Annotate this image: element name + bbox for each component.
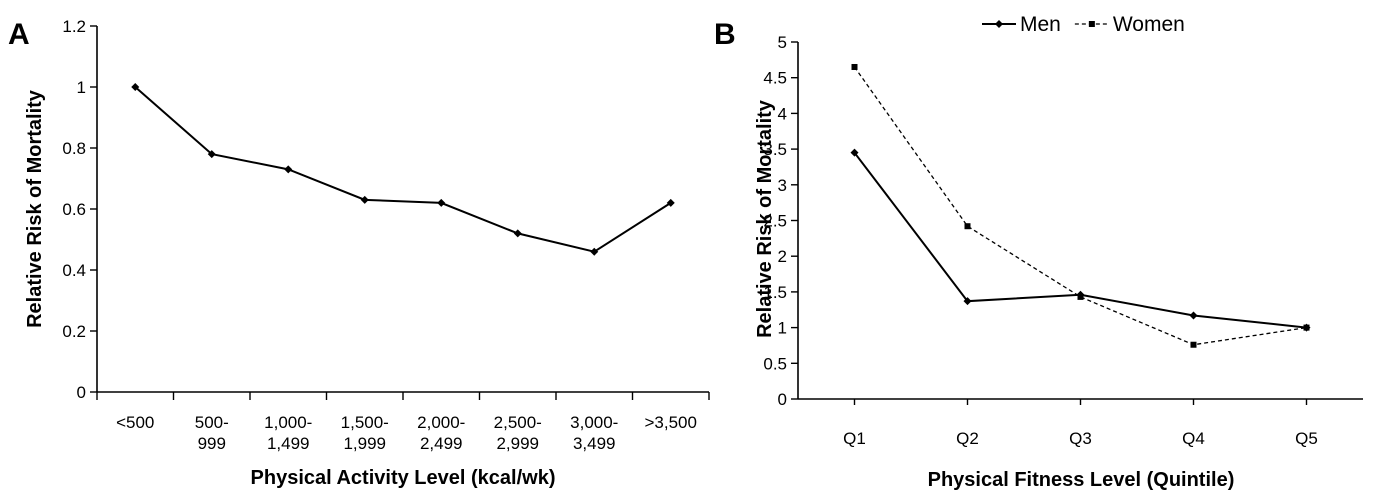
y-tick-label: 0.5 [763, 354, 787, 373]
legend-label: Women [1113, 13, 1185, 36]
x-tick-label: 1,000-1,499 [264, 413, 312, 453]
y-tick-label: 1.2 [62, 17, 86, 36]
x-tick-label: Q5 [1295, 429, 1318, 448]
y-tick-label: 0.6 [62, 200, 86, 219]
y-tick-label: 2 [778, 247, 787, 266]
y-axis-title: Relative Risk of Mortality [24, 89, 46, 328]
data-point [284, 165, 293, 174]
data-point [1189, 311, 1198, 320]
series-line [853, 152, 1307, 329]
panel-b-letter: B [714, 18, 736, 51]
x-axis-title: Physical Fitness Level (Quintile) [928, 469, 1235, 491]
y-tick-label: 3 [778, 176, 787, 195]
x-tick-label: 500-999 [195, 413, 229, 453]
y-tick-label: 1.5 [763, 283, 787, 302]
series-line [134, 86, 672, 253]
x-axis-title: Physical Activity Level (kcal/wk) [251, 467, 556, 489]
data-point [437, 198, 446, 207]
y-tick-label: 0.8 [62, 139, 86, 158]
y-tick-label: 3.5 [763, 140, 787, 159]
data-point [360, 195, 369, 204]
data-point [207, 150, 216, 159]
x-tick-label: 2,500-2,999 [494, 413, 542, 453]
x-tick-label: 2,000-2,499 [417, 413, 465, 453]
y-tick-label: 0 [77, 383, 86, 402]
series-line [853, 66, 1307, 346]
panel-a-letter: A [8, 18, 30, 51]
data-point [590, 247, 599, 256]
y-tick-label: 4.5 [763, 69, 787, 88]
x-tick-label: 3,000-3,499 [570, 413, 618, 453]
y-tick-label: 2.5 [763, 212, 787, 231]
y-tick-label: 4 [778, 104, 787, 123]
y-tick-label: 5 [778, 33, 787, 52]
data-point [1077, 293, 1084, 300]
legend-marker [995, 20, 1003, 28]
data-point [1190, 341, 1197, 348]
x-tick-label: Q3 [1069, 429, 1092, 448]
data-point [1303, 324, 1310, 331]
x-tick-label: 1,500-1,999 [341, 413, 389, 453]
legend-marker [1088, 21, 1095, 27]
y-tick-label: 0 [778, 390, 787, 409]
data-point [964, 223, 971, 230]
y-tick-label: 0.4 [62, 261, 86, 280]
data-point [850, 148, 859, 157]
legend-label: Men [1020, 13, 1061, 36]
y-tick-label: 0.2 [62, 322, 86, 341]
panel-a-chart: 0 0.2 0.4 0.6 0.8 1 1.2 <500 500-999 1,000-1,499 1… [24, 17, 710, 489]
y-tick-label: 1 [778, 319, 787, 338]
x-tick-label: <500 [116, 413, 154, 432]
y-axis-title: Relative Risk of Mortality [754, 99, 776, 338]
x-tick-label: >3,500 [645, 413, 697, 432]
panel-b-chart: 0 0.5 1 1.5 2 2.5 3 3.5 4 4.5 5 Q1 Q2 Q3 Q4 Q5 Physical … [754, 13, 1363, 491]
y-tick-label: 1 [77, 78, 86, 97]
x-tick-label: Q4 [1182, 429, 1205, 448]
data-point [963, 297, 972, 306]
x-tick-label: Q1 [843, 429, 866, 448]
data-point [851, 63, 858, 70]
x-tick-label: Q2 [956, 429, 979, 448]
data-point [131, 83, 140, 91]
data-point [666, 198, 675, 207]
data-point [513, 229, 522, 238]
